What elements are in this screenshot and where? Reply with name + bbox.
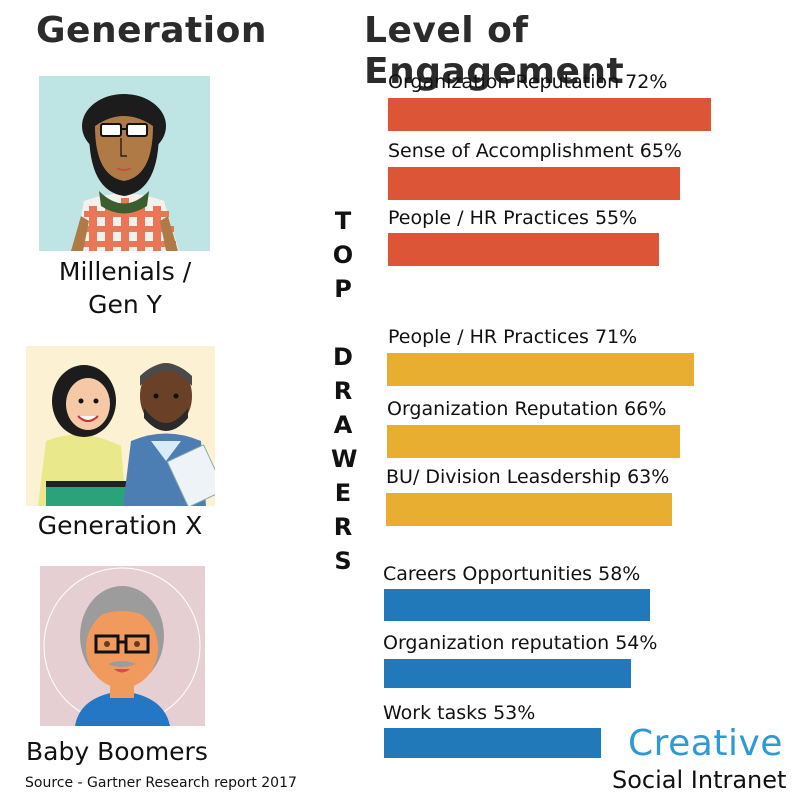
vertical-letter: W xyxy=(331,445,358,473)
bar-boomer-work-tasks xyxy=(384,728,601,758)
vertical-letter: O xyxy=(332,241,354,269)
logo-creative: Creative xyxy=(628,723,783,764)
bar-label: Organization Reputation 72% xyxy=(388,71,668,93)
source-note: Source - Gartner Research report 2017 xyxy=(25,775,297,791)
genx-illustration-icon xyxy=(26,346,215,506)
millennial-label: Millenials / Gen Y xyxy=(30,256,220,321)
bar-label: Careers Opportunities 58% xyxy=(383,563,641,585)
millennial-label-line1: Millenials / xyxy=(58,257,192,286)
bar-label: Sense of Accomplishment 65% xyxy=(388,140,682,162)
logo-social-intranet: Social Intranet xyxy=(612,766,787,794)
boomer-label: Baby Boomers xyxy=(18,736,246,769)
vertical-letter: A xyxy=(333,411,353,439)
genx-portrait xyxy=(26,346,215,506)
genx-label: Generation X xyxy=(20,510,220,543)
vertical-letter: R xyxy=(333,513,353,541)
bar-label: Work tasks 53% xyxy=(383,702,536,724)
vertical-letter: T xyxy=(334,207,352,235)
bar-boomer-org-reputation xyxy=(384,659,631,688)
boomer-illustration-icon xyxy=(40,566,205,726)
vertical-letter xyxy=(331,306,355,340)
engagement-header: Level of Engagement xyxy=(364,10,625,92)
bar-genx-hr-practices xyxy=(387,353,694,386)
millennial-illustration-icon xyxy=(39,76,210,251)
top-drawers-vertical-label: T O P D R A W E R S xyxy=(331,204,358,578)
bar-genx-bu-leadership xyxy=(386,493,672,526)
bar-label: Organization reputation 54% xyxy=(383,632,658,654)
boomer-label-line1: Baby Boomers xyxy=(26,737,208,766)
vertical-letter: P xyxy=(334,275,352,303)
boomer-portrait xyxy=(40,566,205,726)
bar-genx-org-reputation xyxy=(387,425,680,458)
vertical-letter: S xyxy=(334,547,352,575)
generation-header: Generation xyxy=(36,10,267,51)
vertical-letter: D xyxy=(333,343,353,371)
millennial-label-line2: Gen Y xyxy=(88,289,162,319)
vertical-letter: R xyxy=(333,377,353,405)
bar-label: People / HR Practices 71% xyxy=(388,326,638,348)
bar-label: BU/ Division Leasdership 63% xyxy=(386,466,670,488)
bar-label: Organization Reputation 66% xyxy=(387,398,667,420)
vertical-letter: E xyxy=(334,479,352,507)
bar-millennial-org-reputation xyxy=(388,98,711,131)
genx-label-line1: Generation X xyxy=(37,511,203,540)
bar-boomer-careers xyxy=(384,589,650,621)
bar-label: People / HR Practices 55% xyxy=(388,207,638,229)
millennial-portrait xyxy=(39,76,210,251)
bar-millennial-hr-practices xyxy=(388,233,659,266)
bar-millennial-accomplishment xyxy=(388,167,680,200)
